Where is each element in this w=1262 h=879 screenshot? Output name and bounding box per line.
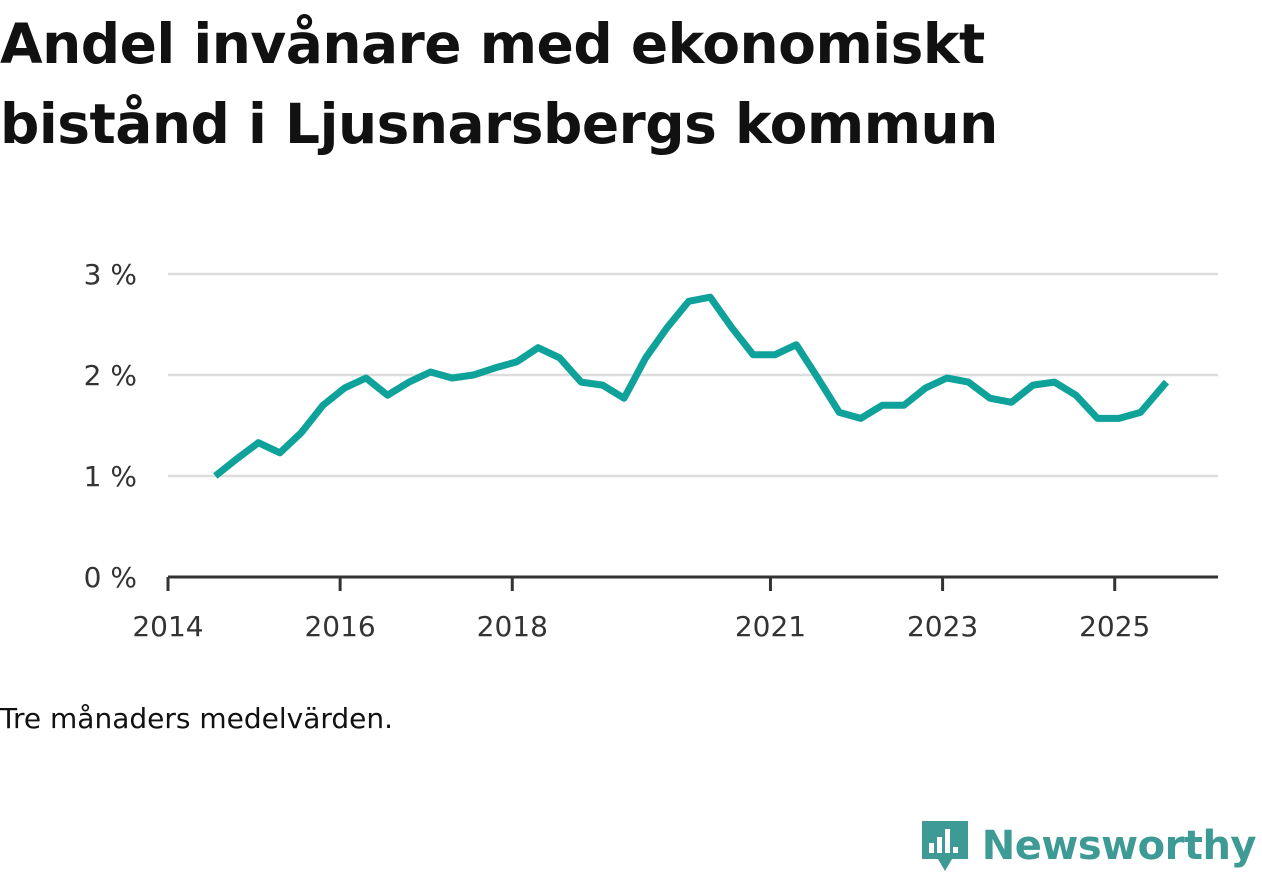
data-point [664, 324, 671, 331]
data-point [492, 364, 499, 371]
data-point [470, 372, 477, 379]
data-point [1116, 415, 1123, 422]
x-axis-ticks: 2014 2016 2018 2021 2023 2025 [132, 577, 1150, 643]
data-point [771, 351, 778, 358]
data-point [857, 415, 864, 422]
x-tick-label: 2014 [132, 610, 203, 643]
data-point [879, 402, 886, 409]
data-point [556, 354, 563, 361]
data-point [642, 354, 649, 361]
y-tick-label: 3 % [84, 258, 137, 291]
data-point [578, 379, 585, 386]
x-tick-label: 2025 [1079, 610, 1150, 643]
series-line [213, 293, 1170, 479]
data-point [1137, 409, 1144, 416]
newsworthy-logo-icon [921, 821, 968, 871]
x-tick-label: 2016 [304, 610, 375, 643]
data-point [1029, 382, 1036, 389]
data-point [1094, 415, 1101, 422]
data-point [255, 439, 262, 446]
y-axis-ticks: 0 % 1 % 2 % 3 % [84, 258, 137, 594]
y-tick-label: 2 % [84, 359, 137, 392]
data-point [707, 294, 714, 301]
gridlines [168, 272, 1218, 478]
series-lines [212, 293, 1170, 480]
data-point [319, 402, 326, 409]
data-point [728, 324, 735, 331]
data-point [685, 298, 692, 305]
data-point [233, 455, 240, 462]
data-point [986, 395, 993, 402]
data-point [922, 385, 929, 392]
data-point [513, 358, 520, 365]
data-point [1051, 379, 1058, 386]
data-point [900, 402, 907, 409]
data-point [750, 351, 757, 358]
data-point [384, 392, 391, 399]
data-point [212, 473, 219, 480]
data-point [341, 385, 348, 392]
x-tick-label: 2021 [735, 610, 806, 643]
y-tick-label: 0 % [84, 561, 137, 594]
data-point [405, 379, 412, 386]
line-chart: 0 % 1 % 2 % 3 % 2014 2016 2018 2021 2023 2025 [84, 258, 1218, 643]
data-point [1163, 379, 1170, 386]
data-point [276, 449, 283, 456]
data-point [621, 395, 628, 402]
data-point [1008, 399, 1015, 406]
data-point [1072, 392, 1079, 399]
chart-title: Andel invånare med ekonomiskt bistånd i … [0, 12, 998, 156]
data-point [449, 375, 456, 382]
data-point [814, 375, 821, 382]
brand-name: Newsworthy [981, 823, 1257, 869]
x-tick-label: 2023 [907, 610, 978, 643]
data-point [535, 344, 542, 351]
data-point [298, 429, 305, 436]
data-point [599, 382, 606, 389]
data-point [427, 368, 434, 375]
data-point [362, 375, 369, 382]
data-point [836, 409, 843, 416]
chart-note: Tre månaders medelvärden. [0, 702, 394, 735]
brand-logo: Newsworthy [920, 817, 1257, 875]
x-tick-label: 2018 [477, 610, 548, 643]
data-point [793, 341, 800, 348]
data-point [943, 375, 950, 382]
data-point [965, 379, 972, 386]
y-tick-label: 1 % [84, 460, 137, 493]
